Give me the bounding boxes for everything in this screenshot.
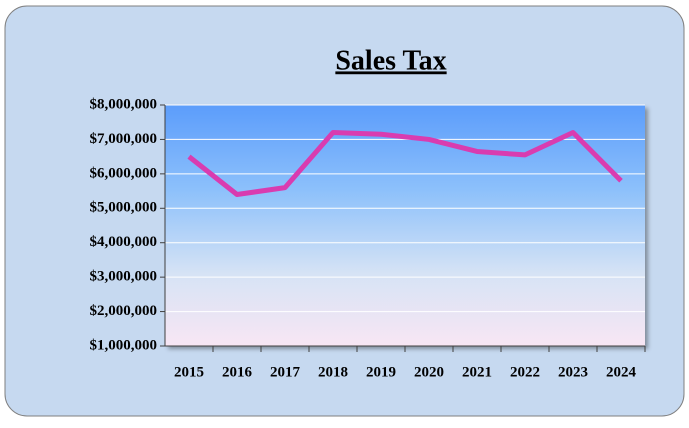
chart-title: Sales Tax xyxy=(335,45,446,76)
x-tick-label: 2021 xyxy=(462,364,492,380)
x-tick-label: 2018 xyxy=(318,364,348,380)
y-tick-label: $1,000,000 xyxy=(90,337,158,353)
x-tick-label: 2019 xyxy=(366,364,396,380)
x-tick-label: 2016 xyxy=(222,364,253,380)
x-tick-label: 2023 xyxy=(558,364,588,380)
x-tick-label: 2017 xyxy=(270,364,301,380)
y-tick-label: $8,000,000 xyxy=(90,96,158,112)
line-series xyxy=(187,130,623,198)
plot-area xyxy=(165,105,645,346)
x-tick-label: 2015 xyxy=(174,364,204,380)
y-tick-label: $5,000,000 xyxy=(90,200,158,216)
y-tick-label: $7,000,000 xyxy=(90,131,158,147)
x-tick-label: 2024 xyxy=(606,364,637,380)
y-tick-label: $4,000,000 xyxy=(90,234,158,250)
y-tick-label: $3,000,000 xyxy=(90,269,158,285)
y-tick-label: $6,000,000 xyxy=(90,165,158,181)
x-tick-label: 2022 xyxy=(510,364,540,380)
x-tick-label: 2020 xyxy=(414,364,444,380)
y-tick-label: $2,000,000 xyxy=(90,303,158,319)
